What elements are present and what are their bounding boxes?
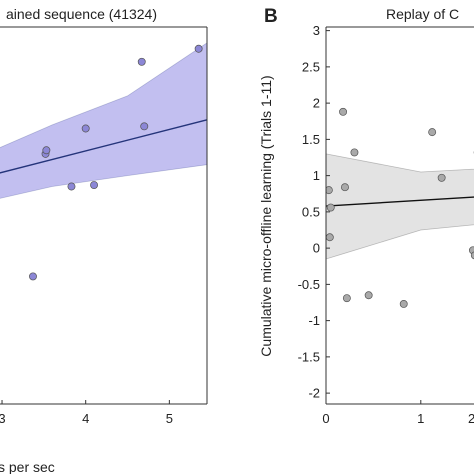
panel-b-x-tick-label: 0 [322, 411, 329, 426]
panel-b-points [326, 107, 474, 308]
data-point [326, 186, 333, 195]
panel-b-y-tick-label: -0.5 [298, 277, 320, 292]
panel-b-fit-line [326, 196, 474, 207]
panel-b-y-tick-label: -1 [308, 313, 320, 328]
panel-b-confidence-band [326, 153, 474, 260]
panel-b-y-tick-label: 2 [313, 96, 320, 111]
data-point [137, 57, 146, 66]
panel-b-title: Replay of C [386, 6, 459, 22]
panel-b-fit-line-group [326, 196, 474, 207]
panel-b-y-tick-label: 1.5 [302, 132, 320, 147]
panel-b-y-tick-label: -1.5 [298, 349, 320, 364]
panel-b-y-tick-label: 1 [313, 168, 320, 183]
data-point [428, 128, 437, 137]
data-point [194, 44, 203, 53]
panel-b-x-tick-label: 1 [417, 411, 424, 426]
panel-a-x-tick-label: 3 [0, 411, 6, 426]
data-point [326, 233, 334, 242]
panel-a-x-tick-label: 5 [166, 411, 173, 426]
data-point [67, 182, 76, 191]
data-point [364, 291, 373, 300]
panel-b-y-tick-label: 0 [313, 241, 320, 256]
panel-b: 0 1 2 -2 -1.5 -1 -0.5 0 0.5 1 1.5 2 2.5 3 B Replay of… [258, 6, 474, 426]
data-point [437, 173, 446, 182]
data-point [326, 203, 335, 212]
data-point [470, 251, 474, 260]
data-point [339, 107, 348, 116]
panel-b-letter: B [264, 6, 278, 27]
data-point [140, 122, 149, 131]
panel-b-axes: 0 1 2 -2 -1.5 -1 -0.5 0 0.5 1 1.5 2 2.5 3 [298, 23, 474, 426]
data-point [350, 148, 359, 157]
panel-a: 3 4 5 ained sequence (41324) s per sec [0, 6, 208, 474]
panel-b-x-tick-label-partial: 2 [468, 411, 474, 426]
panel-a-x-tick-label: 4 [82, 411, 89, 426]
panel-a-fit-line [0, 119, 208, 174]
panel-b-y-tick-label: 2.5 [302, 59, 320, 74]
panel-a-fit-line-group [0, 119, 208, 174]
data-point [399, 300, 408, 308]
panel-b-y-tick-label: -2 [308, 386, 320, 401]
data-point [342, 294, 351, 303]
data-point [81, 124, 90, 133]
panel-b-y-tick-label: 3 [313, 23, 320, 38]
data-point [341, 183, 349, 192]
panel-a-confidence-band-group [0, 42, 208, 199]
data-point [29, 272, 37, 281]
data-point [42, 146, 51, 155]
panel-b-y-tick-label: 0.5 [302, 204, 320, 219]
panel-a-axes: 3 4 5 [0, 26, 208, 426]
panel-a-points [29, 44, 203, 281]
panel-b-confidence-band-group [326, 153, 474, 260]
panel-a-confidence-band [0, 42, 208, 199]
panel-a-title: ained sequence (41324) [6, 6, 157, 22]
data-point [90, 181, 99, 189]
panel-b-y-axis-title: Cumulative micro-offline learning (Trial… [258, 75, 274, 356]
panel-a-x-axis-title: s per sec [0, 459, 55, 474]
